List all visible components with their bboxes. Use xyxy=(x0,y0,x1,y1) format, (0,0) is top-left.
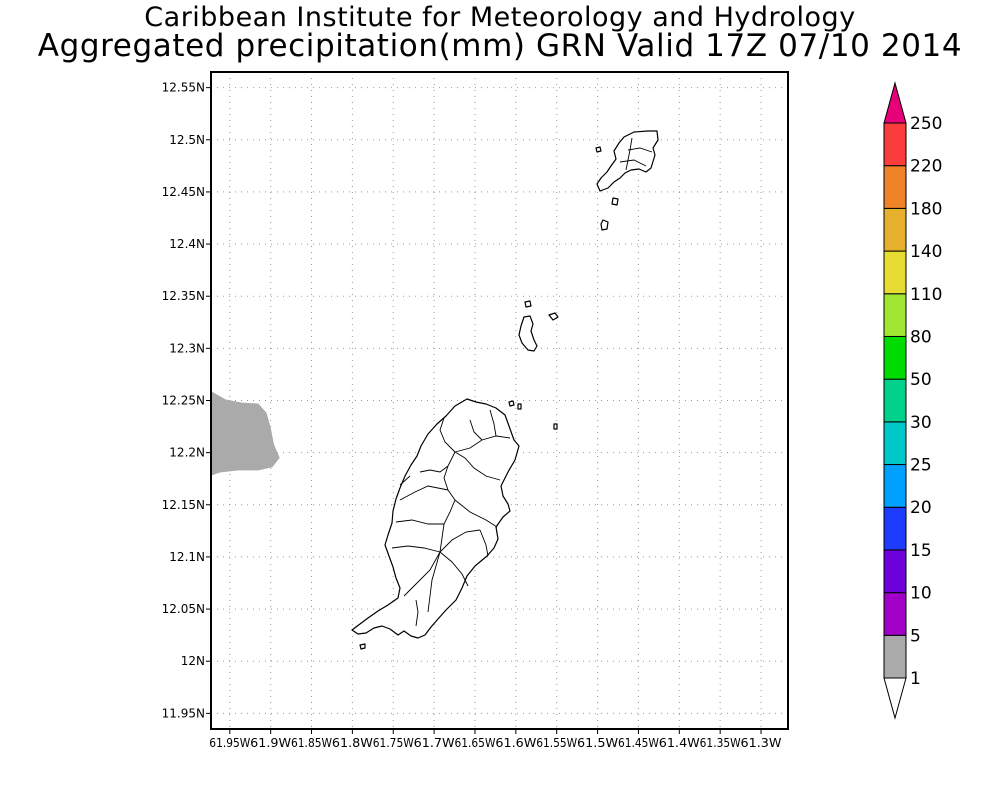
parish-boundary xyxy=(399,485,449,501)
colorbar-label: 110 xyxy=(910,285,942,305)
colorbar-segment xyxy=(883,165,907,209)
colorbar-upper-triangle xyxy=(883,81,907,124)
colorbar-segment xyxy=(883,378,907,423)
colorbar-label: 30 xyxy=(910,413,932,433)
island-j xyxy=(359,643,366,650)
parish-boundary xyxy=(454,499,498,528)
island-b xyxy=(611,197,619,206)
island-f xyxy=(508,400,515,407)
parish-boundary xyxy=(439,551,469,587)
colorbar-segment xyxy=(883,335,907,380)
colorbar-segment xyxy=(883,592,907,636)
grid-lines xyxy=(211,72,788,729)
colorbar-segment xyxy=(883,293,907,337)
colorbar-label: 220 xyxy=(910,157,942,177)
parish-boundary xyxy=(443,451,456,501)
parish-boundary xyxy=(439,417,456,453)
lat-tick-label: 12.3N xyxy=(169,341,205,355)
lon-tick-label: 61.55W xyxy=(536,736,577,750)
colorbar-label: 25 xyxy=(910,456,932,476)
colorbar-label: 50 xyxy=(910,370,932,390)
island-e xyxy=(548,312,559,321)
island-a xyxy=(600,219,609,231)
lat-tick-label: 12N xyxy=(181,654,205,668)
lat-tick-label: 12.2N xyxy=(169,446,205,460)
island-c xyxy=(518,315,538,352)
lat-tick-label: 12.4N xyxy=(169,237,205,251)
colorbar-label: 250 xyxy=(910,114,942,134)
colorbar-label: 140 xyxy=(910,242,942,262)
colorbar-label: 180 xyxy=(910,199,942,219)
lon-tick-label: 61.8W xyxy=(332,736,373,750)
island-i xyxy=(595,146,602,153)
precipitation-layer xyxy=(211,391,280,476)
lon-tick-label: 61.65W xyxy=(454,736,495,750)
parish-boundary xyxy=(479,529,489,557)
parish-boundary xyxy=(619,159,647,167)
latitude-axis: 12.55N 12.5N 12.45N 12.4N 12.35N 12.3N 12.25N 1… xyxy=(162,81,211,720)
colorbar-segment xyxy=(883,207,907,252)
colorbar-segment xyxy=(883,549,907,594)
lat-tick-label: 12.35N xyxy=(162,289,205,303)
lat-tick-label: 12.55N xyxy=(162,81,205,95)
lon-tick-label: 61.3W xyxy=(741,736,782,750)
island-h xyxy=(553,423,558,430)
parish-boundary xyxy=(391,545,441,553)
lon-tick-label: 61.75W xyxy=(373,736,414,750)
colorbar-label: 15 xyxy=(910,541,932,561)
lat-tick-label: 11.95N xyxy=(162,706,205,720)
parish-boundary xyxy=(395,519,444,525)
grenada-island xyxy=(351,398,520,639)
colorbar-segment xyxy=(883,122,907,167)
colorbar-label: 20 xyxy=(910,498,932,518)
lat-tick-label: 12.05N xyxy=(162,602,205,616)
parish-boundary xyxy=(419,465,449,473)
lon-tick-label: 61.45W xyxy=(618,736,659,750)
precip-area-1-5mm xyxy=(211,391,280,476)
lat-tick-label: 12.5N xyxy=(169,133,205,147)
lon-tick-label: 61.7W xyxy=(414,736,455,750)
lon-tick-label: 61.35W xyxy=(700,736,741,750)
parish-boundary xyxy=(427,551,441,613)
parish-boundary xyxy=(489,409,497,437)
lon-tick-label: 61.85W xyxy=(291,736,332,750)
colorbar-label: 10 xyxy=(910,584,932,604)
lon-tick-label: 61.9W xyxy=(250,736,291,750)
lat-tick-label: 12.1N xyxy=(169,550,205,564)
parish-boundary xyxy=(403,551,441,597)
coastline-layer xyxy=(351,130,659,650)
colorbar-segment xyxy=(883,250,907,295)
parish-boundary xyxy=(439,529,481,553)
lon-tick-label: 61.4W xyxy=(659,736,700,750)
island-g xyxy=(517,403,522,410)
colorbar-segment xyxy=(883,421,907,466)
colorbar-segment xyxy=(883,634,907,679)
colorbar-label: 5 xyxy=(910,626,921,646)
colorbar-segment xyxy=(883,506,907,551)
parish-boundary xyxy=(399,475,411,486)
parish-boundary xyxy=(627,147,653,153)
parish-boundary xyxy=(625,137,633,171)
chart-subtitle: Aggregated precipitation(mm) GRN Valid 1… xyxy=(37,28,963,64)
lat-tick-label: 12.45N xyxy=(162,185,205,199)
colorbar-segment xyxy=(883,464,907,508)
lat-tick-label: 12.15N xyxy=(162,498,205,512)
lon-tick-label: 61.5W xyxy=(577,736,618,750)
parish-boundary xyxy=(415,599,419,627)
colorbar-label: 80 xyxy=(910,327,932,347)
colorbar-label: 1 xyxy=(910,669,921,689)
lat-tick-label: 12.25N xyxy=(162,394,205,408)
lon-tick-label: 61.6W xyxy=(495,736,536,750)
chart-title: Caribbean Institute for Meteorology and … xyxy=(144,2,856,33)
longitude-axis: 61.95W 61.9W 61.85W 61.8W 61.75W 61.7W 61.65W 6… xyxy=(209,729,782,750)
parish-boundary xyxy=(454,451,501,481)
parish-boundary xyxy=(469,419,483,441)
lon-tick-label: 61.95W xyxy=(209,736,250,750)
island-d xyxy=(524,300,532,308)
colorbar-lower-triangle xyxy=(883,677,907,720)
